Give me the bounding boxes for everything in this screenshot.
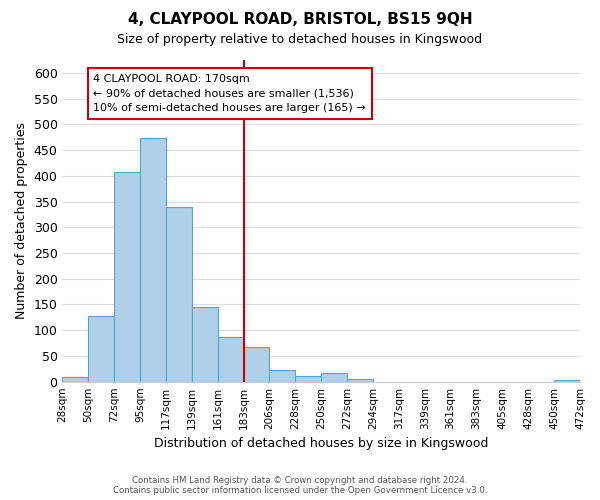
Bar: [321, 374, 347, 382]
Bar: [192, 306, 218, 382]
Text: 4, CLAYPOOL ROAD, BRISTOL, BS15 9QH: 4, CLAYPOOL ROAD, BRISTOL, BS15 9QH: [128, 12, 472, 28]
Y-axis label: Number of detached properties: Number of detached properties: [15, 122, 28, 320]
Bar: [62, 376, 88, 382]
Text: Size of property relative to detached houses in Kingswood: Size of property relative to detached ho…: [118, 32, 482, 46]
Text: 4 CLAYPOOL ROAD: 170sqm
← 90% of detached houses are smaller (1,536)
10% of semi: 4 CLAYPOOL ROAD: 170sqm ← 90% of detache…: [94, 74, 366, 114]
X-axis label: Distribution of detached houses by size in Kingswood: Distribution of detached houses by size …: [154, 437, 488, 450]
Bar: [244, 346, 269, 382]
Bar: [140, 138, 166, 382]
Bar: [166, 206, 192, 382]
Bar: [295, 376, 321, 382]
Bar: [218, 338, 244, 382]
Bar: [554, 380, 580, 382]
Bar: [269, 370, 295, 382]
Bar: [88, 316, 114, 382]
Text: Contains HM Land Registry data © Crown copyright and database right 2024.
Contai: Contains HM Land Registry data © Crown c…: [113, 476, 487, 495]
Bar: [347, 379, 373, 382]
Bar: [114, 172, 140, 382]
